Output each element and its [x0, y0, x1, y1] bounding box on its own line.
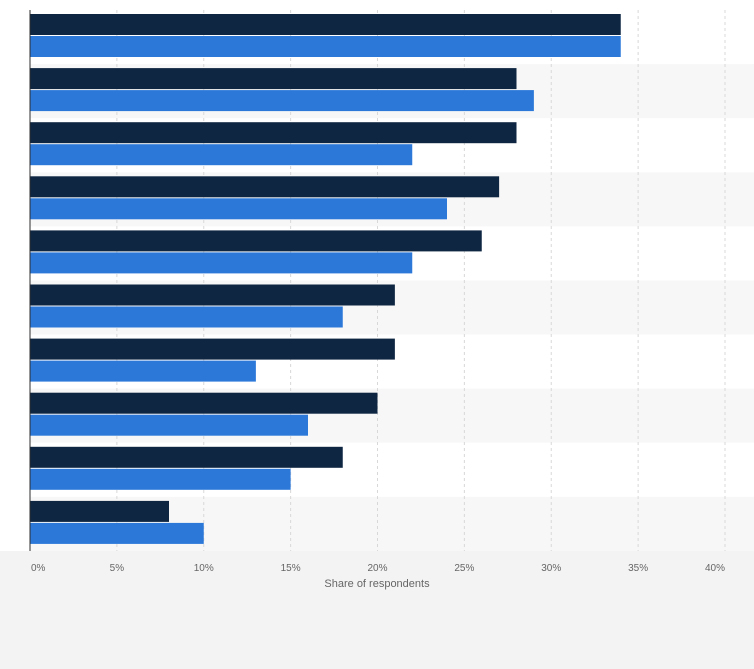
bar: [30, 284, 395, 306]
bar: [30, 360, 256, 382]
bar-group: [30, 14, 621, 544]
x-tick-label: 5%: [110, 563, 125, 574]
bar: [30, 468, 291, 490]
x-tick-label: 20%: [367, 563, 387, 574]
x-tick-label: 35%: [628, 563, 648, 574]
x-tick-label: 25%: [454, 563, 474, 574]
x-tick-label: 10%: [194, 563, 214, 574]
bar: [30, 306, 343, 328]
bar: [30, 522, 204, 544]
bar: [30, 252, 413, 274]
bar: [30, 198, 447, 220]
bar: [30, 392, 378, 414]
x-tick-label: 30%: [541, 563, 561, 574]
bar: [30, 122, 517, 144]
x-tick-label: 40%: [705, 563, 725, 574]
bar: [30, 500, 169, 522]
bar: [30, 90, 534, 112]
x-axis-title: Share of respondents: [324, 578, 430, 590]
bar: [30, 414, 308, 436]
bar: [30, 446, 343, 468]
bar: [30, 144, 413, 166]
x-tick-label: 0%: [31, 563, 46, 574]
bar: [30, 230, 482, 252]
x-tick-labels: 0% 5% 10% 15% 20% 25% 30% 35% 40%: [31, 563, 725, 574]
bar: [30, 14, 621, 35]
bar: [30, 36, 621, 57]
bar: [30, 176, 500, 198]
bar: [30, 68, 517, 90]
bar: [30, 338, 395, 360]
x-tick-label: 15%: [281, 563, 301, 574]
